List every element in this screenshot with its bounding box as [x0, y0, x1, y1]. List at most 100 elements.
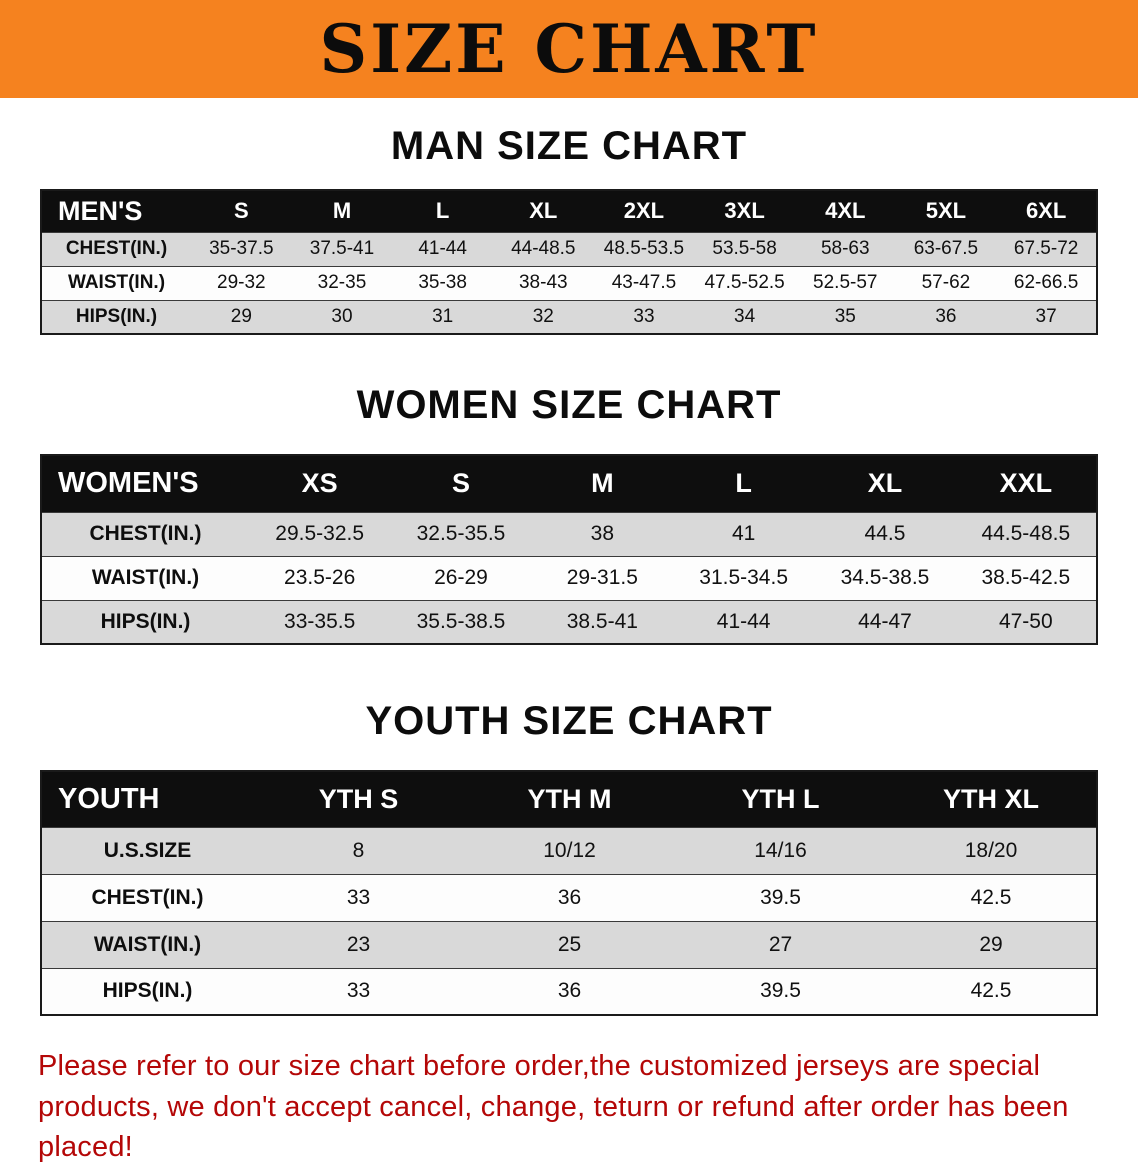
size-value-cell: 52.5-57 — [794, 265, 896, 301]
size-value-cell: 38.5-41 — [531, 599, 673, 645]
size-header-cell: XXL — [955, 454, 1097, 513]
size-value-cell: 23.5-26 — [249, 555, 391, 601]
size-value-cell: 38.5-42.5 — [955, 555, 1097, 601]
size-header-cell: M — [291, 189, 393, 233]
size-header-cell: L — [672, 454, 815, 513]
row-label: HIPS(IN.) — [41, 299, 191, 335]
women-section-heading: WOMEN SIZE CHART — [356, 383, 782, 427]
size-value-cell: 41-44 — [672, 599, 815, 645]
men-size-table: MEN'S S M L XL 2XL 3XL 4XL 5XL 6XL CHEST(IN.) 35-37… — [40, 189, 1098, 335]
women-size-table: WOMEN'S XS S M L XL XXL CHEST(IN.) 29.5-32.5 32.5… — [40, 454, 1098, 645]
size-value-cell: 32-35 — [291, 265, 393, 301]
size-header-cell: 2XL — [593, 189, 695, 233]
size-header-cell: S — [390, 454, 532, 513]
table-header-row: YOUTH YTH S YTH M YTH L YTH XL — [41, 770, 1097, 828]
size-header-cell: YTH S — [253, 770, 464, 828]
size-value-cell: 29 — [191, 299, 292, 335]
youth-section-heading: YOUTH SIZE CHART — [365, 699, 773, 743]
size-header-cell: M — [531, 454, 673, 513]
size-header-cell: XL — [814, 454, 956, 513]
table-title-cell: YOUTH — [41, 770, 253, 828]
size-value-cell: 29.5-32.5 — [249, 511, 391, 557]
size-value-cell: 35.5-38.5 — [390, 599, 532, 645]
table-header-row: MEN'S S M L XL 2XL 3XL 4XL 5XL 6XL — [41, 189, 1097, 233]
size-value-cell: 32 — [492, 299, 594, 335]
size-value-cell: 32.5-35.5 — [390, 511, 532, 557]
table-row: CHEST(IN.) 35-37.5 37.5-41 41-44 44-48.5 48.5… — [41, 231, 1097, 267]
size-value-cell: 8 — [253, 826, 464, 875]
row-label: CHEST(IN.) — [41, 231, 191, 267]
size-value-cell: 57-62 — [895, 265, 997, 301]
size-value-cell: 30 — [291, 299, 393, 335]
table-row: CHEST(IN.) 33 36 39.5 42.5 — [41, 873, 1097, 922]
table-row: WAIST(IN.) 29-32 32-35 35-38 38-43 43-47.5 47.… — [41, 265, 1097, 301]
row-label: WAIST(IN.) — [41, 555, 249, 601]
size-value-cell: 62-66.5 — [996, 265, 1097, 301]
men-section-heading: MAN SIZE CHART — [390, 124, 748, 168]
size-header-cell: 4XL — [794, 189, 896, 233]
size-value-cell: 37 — [996, 299, 1097, 335]
size-value-cell: 47-50 — [955, 599, 1097, 645]
size-value-cell: 31 — [392, 299, 493, 335]
size-value-cell: 42.5 — [886, 967, 1097, 1016]
size-value-cell: 44.5 — [814, 511, 956, 557]
table-title-cell: MEN'S — [41, 189, 191, 233]
table-title-cell: WOMEN'S — [41, 454, 249, 513]
banner-title: SIZE CHART — [319, 10, 819, 88]
size-value-cell: 38-43 — [492, 265, 594, 301]
size-value-cell: 31.5-34.5 — [672, 555, 815, 601]
women-section: WOMEN SIZE CHART WOMEN'S XS S M L XL XXL CHEST(… — [0, 383, 1138, 645]
size-value-cell: 33 — [253, 967, 464, 1016]
size-value-cell: 53.5-58 — [694, 231, 795, 267]
size-value-cell: 38 — [531, 511, 673, 557]
size-value-cell: 47.5-52.5 — [694, 265, 795, 301]
size-value-cell: 67.5-72 — [996, 231, 1097, 267]
table-row: CHEST(IN.) 29.5-32.5 32.5-35.5 38 41 44.5 44.5… — [41, 511, 1097, 557]
size-value-cell: 33-35.5 — [249, 599, 391, 645]
size-value-cell: 41-44 — [392, 231, 493, 267]
table-row: HIPS(IN.) 33-35.5 35.5-38.5 38.5-41 41-44 44-… — [41, 599, 1097, 645]
size-value-cell: 25 — [464, 920, 675, 969]
row-label: WAIST(IN.) — [41, 265, 191, 301]
size-value-cell: 10/12 — [464, 826, 675, 875]
size-header-cell: XL — [492, 189, 594, 233]
size-value-cell: 33 — [253, 873, 464, 922]
size-header-cell: 5XL — [895, 189, 997, 233]
size-value-cell: 36 — [464, 967, 675, 1016]
size-value-cell: 33 — [593, 299, 695, 335]
size-header-cell: YTH L — [675, 770, 886, 828]
size-value-cell: 43-47.5 — [593, 265, 695, 301]
table-row: HIPS(IN.) 33 36 39.5 42.5 — [41, 967, 1097, 1016]
size-value-cell: 23 — [253, 920, 464, 969]
men-section: MAN SIZE CHART MEN'S S M L XL 2XL 3XL 4XL 5XL 6XL… — [0, 124, 1138, 335]
size-header-cell: YTH XL — [886, 770, 1097, 828]
youth-section: YOUTH SIZE CHART YOUTH YTH S YTH M YTH L YTH… — [0, 699, 1138, 1016]
size-header-cell: XS — [249, 454, 391, 513]
size-value-cell: 36 — [464, 873, 675, 922]
size-value-cell: 35 — [794, 299, 896, 335]
row-label: HIPS(IN.) — [41, 967, 253, 1016]
size-value-cell: 26-29 — [390, 555, 532, 601]
size-value-cell: 39.5 — [675, 873, 886, 922]
size-value-cell: 39.5 — [675, 967, 886, 1016]
size-header-cell: YTH M — [464, 770, 675, 828]
row-label: WAIST(IN.) — [41, 920, 253, 969]
row-label: CHEST(IN.) — [41, 873, 253, 922]
size-value-cell: 35-38 — [392, 265, 493, 301]
size-value-cell: 14/16 — [675, 826, 886, 875]
table-row: WAIST(IN.) 23 25 27 29 — [41, 920, 1097, 969]
size-value-cell: 37.5-41 — [291, 231, 393, 267]
size-value-cell: 27 — [675, 920, 886, 969]
size-value-cell: 29-31.5 — [531, 555, 673, 601]
size-value-cell: 44-48.5 — [492, 231, 594, 267]
size-value-cell: 44-47 — [814, 599, 956, 645]
row-label: U.S.SIZE — [41, 826, 253, 875]
disclaimer-text: Please refer to our size chart before or… — [38, 1050, 1069, 1164]
table-header-row: WOMEN'S XS S M L XL XXL — [41, 454, 1097, 513]
size-value-cell: 44.5-48.5 — [955, 511, 1097, 557]
size-value-cell: 29-32 — [191, 265, 292, 301]
size-value-cell: 35-37.5 — [191, 231, 292, 267]
table-row: U.S.SIZE 8 10/12 14/16 18/20 — [41, 826, 1097, 875]
youth-size-table: YOUTH YTH S YTH M YTH L YTH XL U.S.SIZE 8 10/12… — [40, 770, 1098, 1016]
size-value-cell: 42.5 — [886, 873, 1097, 922]
